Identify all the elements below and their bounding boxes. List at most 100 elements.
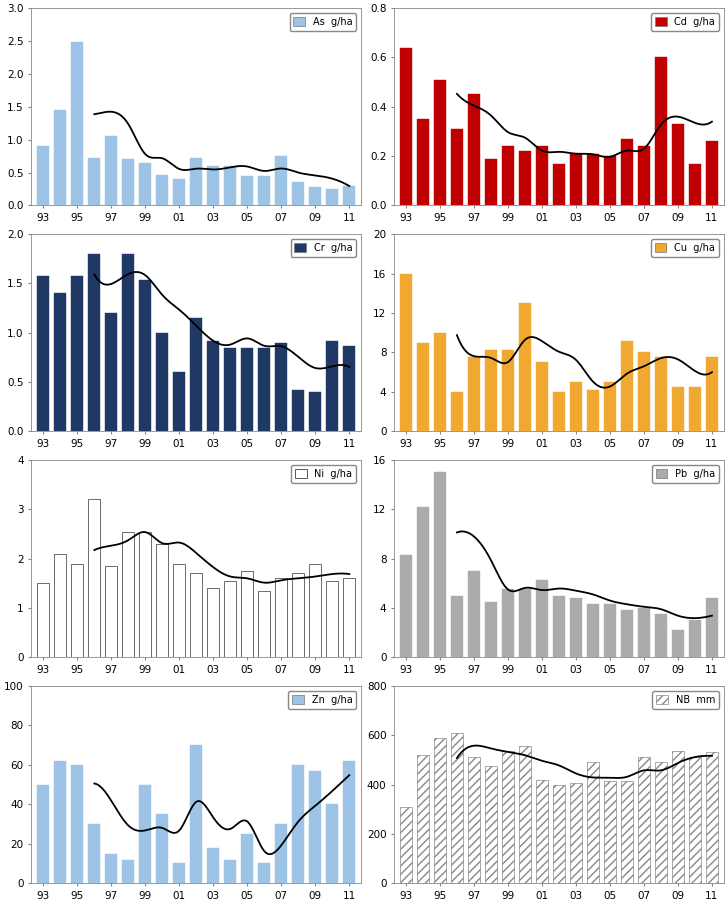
Bar: [224, 860, 237, 883]
Bar: [485, 158, 497, 205]
Bar: [173, 564, 186, 657]
Bar: [173, 372, 186, 432]
Bar: [55, 293, 66, 432]
Bar: [570, 154, 582, 205]
Bar: [400, 273, 412, 432]
Bar: [258, 176, 270, 205]
Bar: [207, 848, 219, 883]
Bar: [434, 472, 446, 657]
Bar: [519, 151, 531, 205]
Bar: [553, 164, 565, 205]
Bar: [258, 591, 270, 657]
Bar: [485, 602, 497, 657]
Legend: Cd  g/ha: Cd g/ha: [651, 13, 719, 31]
Bar: [88, 500, 100, 657]
Bar: [689, 164, 701, 205]
Bar: [689, 620, 701, 657]
Bar: [519, 303, 531, 432]
Bar: [157, 544, 168, 657]
Bar: [502, 589, 514, 657]
Bar: [344, 578, 355, 657]
Bar: [309, 771, 321, 883]
Bar: [519, 589, 531, 657]
Bar: [207, 588, 219, 657]
Bar: [655, 58, 667, 205]
Bar: [502, 349, 514, 432]
Bar: [434, 333, 446, 432]
Bar: [468, 571, 480, 657]
Bar: [604, 382, 616, 432]
Bar: [224, 581, 237, 657]
Bar: [638, 757, 650, 883]
Legend: Cr  g/ha: Cr g/ha: [290, 239, 357, 257]
Bar: [191, 745, 202, 883]
Bar: [122, 531, 134, 657]
Bar: [485, 766, 497, 883]
Bar: [655, 357, 667, 432]
Bar: [344, 346, 355, 432]
Legend: NB  mm: NB mm: [652, 691, 719, 709]
Bar: [275, 578, 288, 657]
Bar: [519, 747, 531, 883]
Bar: [326, 189, 339, 205]
Bar: [451, 129, 463, 205]
Bar: [139, 163, 151, 205]
Bar: [88, 158, 100, 205]
Bar: [604, 605, 616, 657]
Bar: [706, 752, 718, 883]
Bar: [55, 110, 66, 205]
Bar: [434, 80, 446, 205]
Legend: As  g/ha: As g/ha: [290, 13, 357, 31]
Bar: [71, 765, 83, 883]
Bar: [293, 574, 304, 657]
Bar: [451, 392, 463, 432]
Bar: [207, 340, 219, 432]
Bar: [344, 761, 355, 883]
Bar: [122, 159, 134, 205]
Bar: [139, 785, 151, 883]
Legend: Zn  g/ha: Zn g/ha: [288, 691, 357, 709]
Bar: [400, 555, 412, 657]
Bar: [621, 340, 633, 432]
Bar: [326, 581, 339, 657]
Bar: [706, 598, 718, 657]
Bar: [689, 387, 701, 432]
Bar: [570, 382, 582, 432]
Bar: [71, 43, 83, 205]
Bar: [173, 179, 186, 205]
Bar: [655, 614, 667, 657]
Bar: [309, 564, 321, 657]
Bar: [326, 340, 339, 432]
Bar: [106, 853, 117, 883]
Bar: [37, 584, 50, 657]
Bar: [570, 784, 582, 883]
Bar: [344, 186, 355, 205]
Bar: [587, 605, 599, 657]
Legend: Pb  g/ha: Pb g/ha: [652, 465, 719, 482]
Bar: [468, 94, 480, 205]
Bar: [157, 333, 168, 432]
Bar: [326, 805, 339, 883]
Bar: [434, 738, 446, 883]
Bar: [553, 595, 565, 657]
Bar: [638, 608, 650, 657]
Bar: [88, 824, 100, 883]
Bar: [258, 863, 270, 883]
Legend: Ni  g/ha: Ni g/ha: [291, 465, 357, 482]
Bar: [275, 824, 288, 883]
Bar: [536, 147, 548, 205]
Bar: [242, 571, 253, 657]
Bar: [672, 630, 684, 657]
Bar: [309, 187, 321, 205]
Bar: [122, 860, 134, 883]
Bar: [191, 158, 202, 205]
Bar: [706, 141, 718, 205]
Bar: [71, 275, 83, 432]
Bar: [242, 834, 253, 883]
Bar: [37, 147, 50, 205]
Bar: [139, 281, 151, 432]
Bar: [157, 175, 168, 205]
Bar: [621, 781, 633, 883]
Bar: [536, 579, 548, 657]
Bar: [570, 598, 582, 657]
